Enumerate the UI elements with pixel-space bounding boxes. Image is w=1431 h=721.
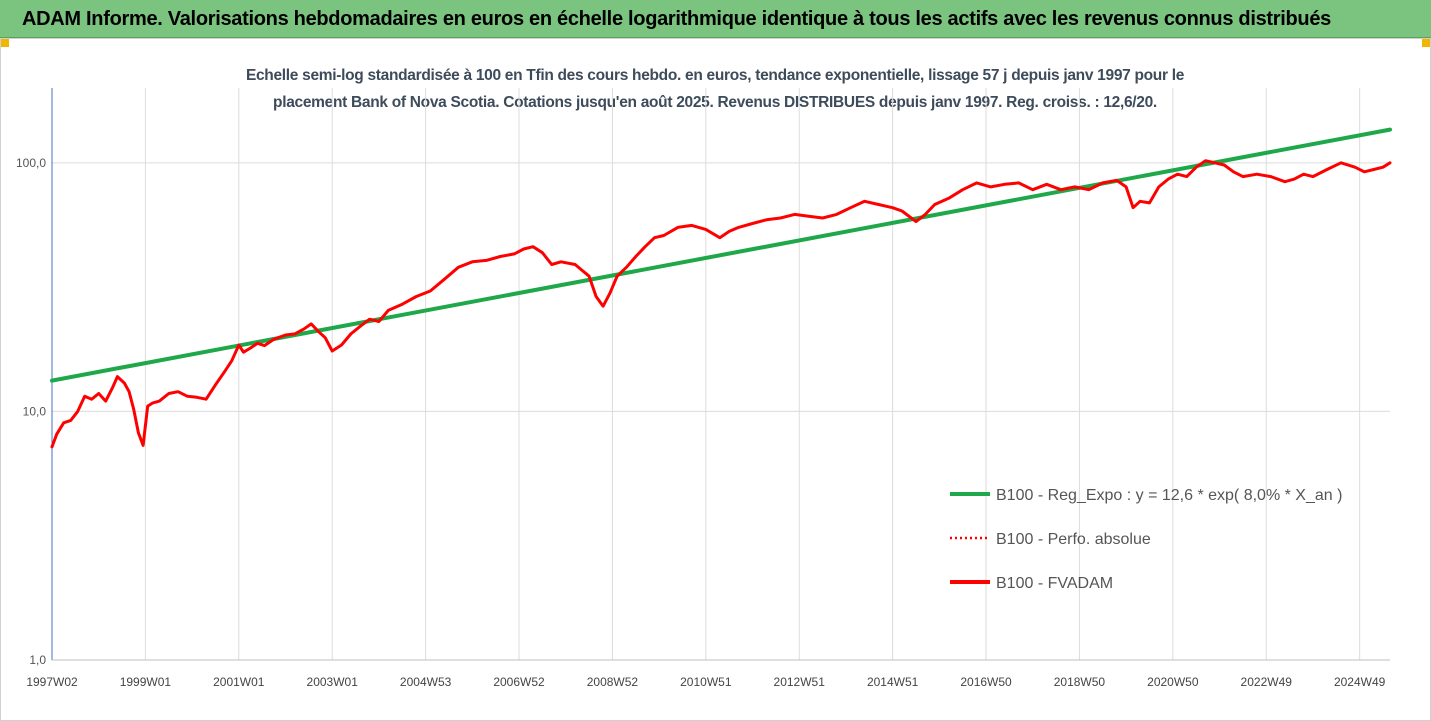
y-tick-label-2: 100,0: [16, 156, 46, 170]
x-tick-label-9: 2014W51: [867, 675, 919, 689]
report-title: ADAM Informe. Valorisations hebdomadaire…: [22, 8, 1331, 30]
report-header: ADAM Informe. Valorisations hebdomadaire…: [0, 0, 1431, 38]
legend-label-2: B100 - FVADAM: [996, 575, 1113, 592]
series-line-2: [50, 159, 1392, 449]
x-tick-label-5: 2006W52: [493, 675, 545, 689]
x-tick-label-14: 2024W49: [1334, 675, 1386, 689]
x-tick-labels: 1997W02 1999W01 2001W01 2003W01 2004W53 2006W…: [26, 675, 1385, 689]
x-tick-label-6: 2008W52: [587, 675, 639, 689]
x-tick-label-12: 2020W50: [1147, 675, 1199, 689]
corner-marker-right: [1422, 38, 1431, 47]
axes: [51, 88, 1390, 661]
x-tick-label-7: 2010W51: [680, 675, 732, 689]
chart-title-line-2: placement Bank of Nova Scotia. Cotations…: [273, 94, 1157, 111]
x-tick-label-2: 2001W01: [213, 675, 265, 689]
x-tick-label-10: 2016W50: [960, 675, 1012, 689]
x-tick-label-13: 2022W49: [1241, 675, 1293, 689]
y-tick-label-0: 1,0: [29, 653, 46, 667]
legend-label-0: B100 - Reg_Expo : y = 12,6 * exp( 8,0% *…: [996, 487, 1342, 504]
legend-label-1: B100 - Perfo. absolue: [996, 531, 1151, 548]
chart-title-line-1: Echelle semi-log standardisée à 100 en T…: [245, 67, 1185, 84]
y-tick-labels: 1,0 10,0 100,0: [16, 156, 46, 667]
x-tick-label-8: 2012W51: [774, 675, 826, 689]
y-tick-label-1: 10,0: [23, 404, 47, 418]
chart-title: Echelle semi-log standardisée à 100 en T…: [150, 62, 1280, 116]
corner-marker-left: [0, 38, 9, 47]
x-tick-label-1: 1999W01: [120, 675, 172, 689]
x-tick-label-3: 2003W01: [307, 675, 359, 689]
series-lines: [50, 127, 1392, 449]
x-tick-label-0: 1997W02: [26, 675, 78, 689]
series-line-0: [50, 127, 1392, 383]
legend: B100 - Reg_Expo : y = 12,6 * exp( 8,0% *…: [950, 487, 1342, 592]
x-tick-label-4: 2004W53: [400, 675, 452, 689]
x-tick-label-11: 2018W50: [1054, 675, 1106, 689]
